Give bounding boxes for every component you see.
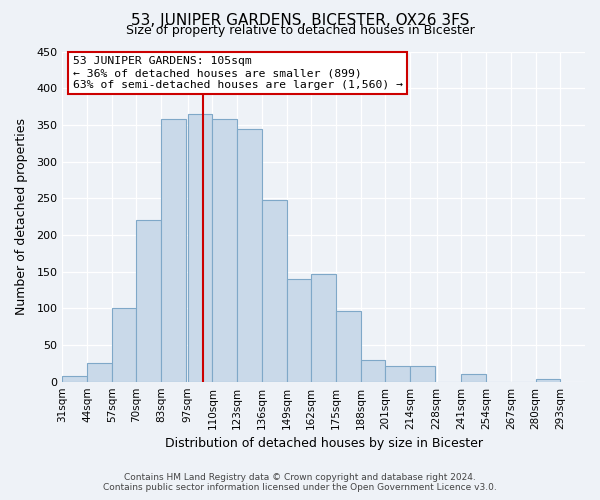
Text: 53, JUNIPER GARDENS, BICESTER, OX26 3FS: 53, JUNIPER GARDENS, BICESTER, OX26 3FS [131, 12, 469, 28]
Bar [237, 128, 262, 382]
X-axis label: Distribution of detached houses by size in Bicester: Distribution of detached houses by size … [164, 437, 482, 450]
Bar [385, 366, 410, 382]
Bar [536, 380, 560, 382]
Bar [112, 308, 136, 382]
Bar [62, 376, 87, 382]
Bar [410, 366, 435, 382]
Text: Contains HM Land Registry data © Crown copyright and database right 2024.
Contai: Contains HM Land Registry data © Crown c… [103, 473, 497, 492]
Bar [311, 274, 336, 382]
Bar [188, 114, 212, 382]
Y-axis label: Number of detached properties: Number of detached properties [15, 118, 28, 315]
Bar [161, 119, 186, 382]
Bar [136, 220, 161, 382]
Bar [87, 364, 112, 382]
Bar [361, 360, 385, 382]
Bar [287, 279, 311, 382]
Bar [212, 119, 237, 382]
Text: 53 JUNIPER GARDENS: 105sqm
← 36% of detached houses are smaller (899)
63% of sem: 53 JUNIPER GARDENS: 105sqm ← 36% of deta… [73, 56, 403, 90]
Text: Size of property relative to detached houses in Bicester: Size of property relative to detached ho… [125, 24, 475, 37]
Bar [262, 200, 287, 382]
Bar [336, 310, 361, 382]
Bar [461, 374, 486, 382]
